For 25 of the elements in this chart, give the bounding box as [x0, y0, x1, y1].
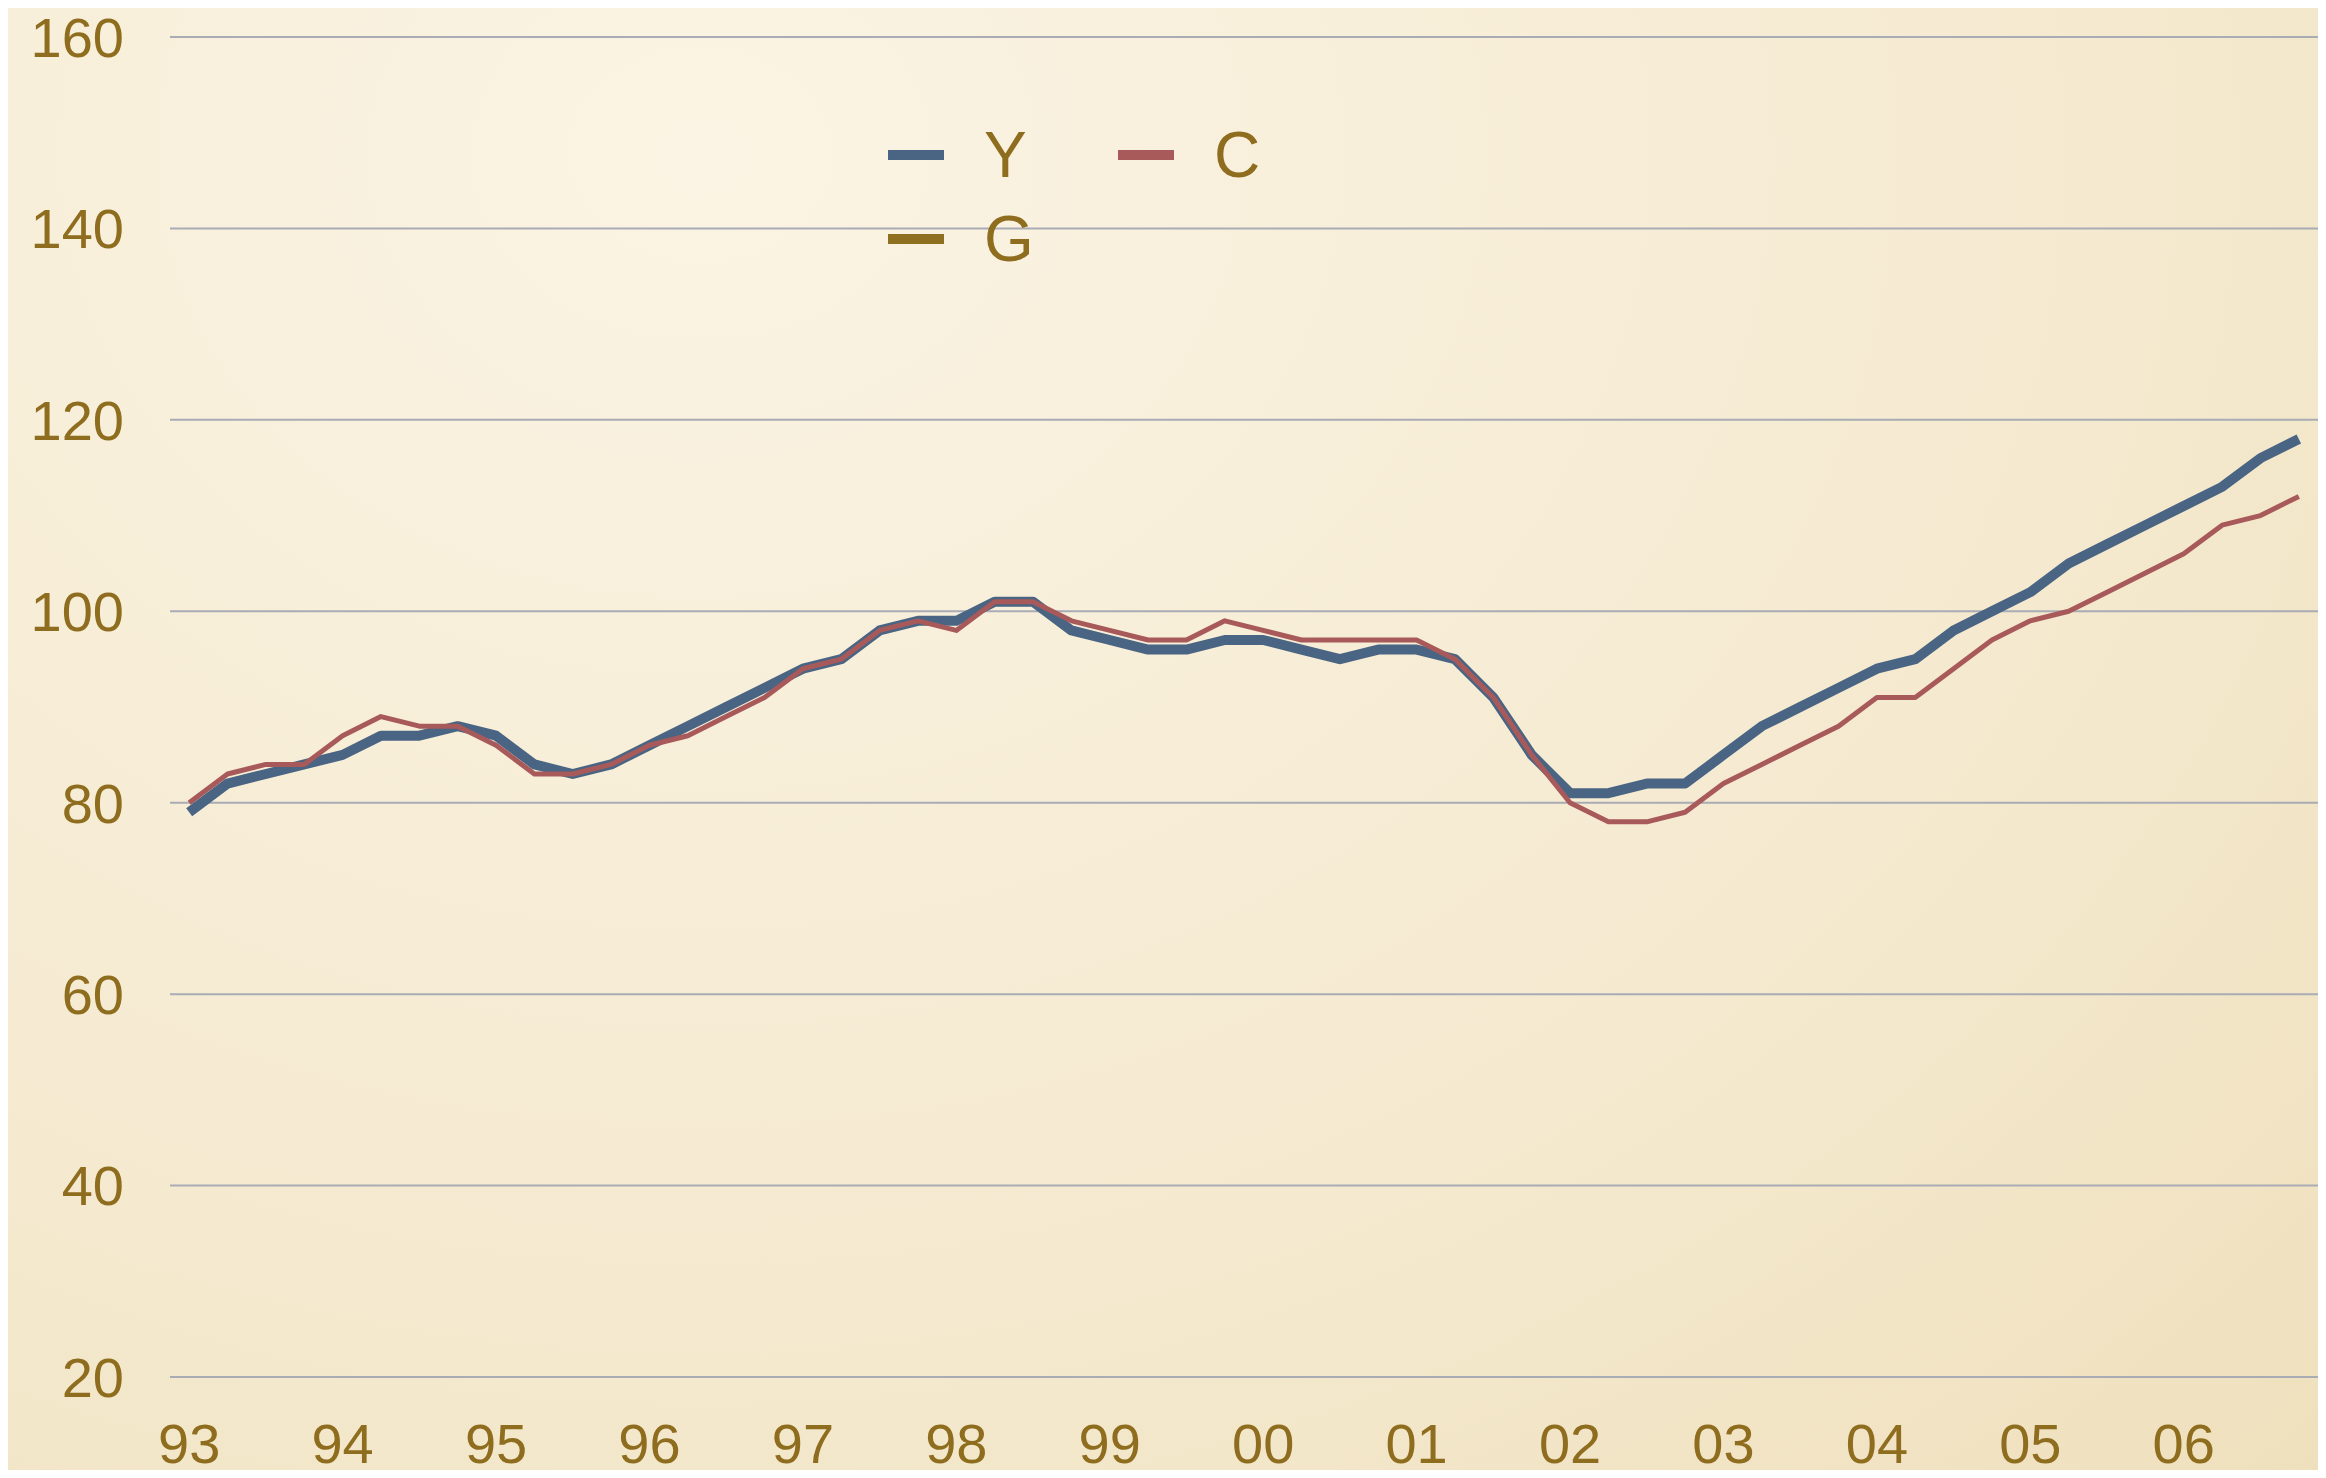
x-tick-label: 95	[464, 1411, 528, 1475]
x-tick-label: 02	[1538, 1411, 1602, 1475]
y-tick-label: 160	[30, 5, 124, 69]
y-tick-label: 100	[30, 580, 124, 644]
y-tick-label: 80	[61, 771, 124, 835]
x-tick-label: 05	[1999, 1411, 2062, 1475]
x-tick-label: 06	[2152, 1411, 2215, 1475]
y-tick-label: 60	[61, 963, 124, 1027]
x-tick-label: 04	[1845, 1411, 1909, 1475]
legend-label: G	[984, 202, 1034, 276]
legend-label: C	[1214, 118, 1261, 192]
x-tick-label: 93	[158, 1411, 221, 1475]
y-tick-label: 40	[61, 1154, 124, 1218]
x-tick-label: 01	[1385, 1411, 1448, 1475]
x-tick-label: 98	[925, 1411, 988, 1475]
x-tick-label: 97	[771, 1411, 835, 1475]
legend-label: Y	[984, 118, 1027, 192]
x-tick-label: 00	[1232, 1411, 1295, 1475]
y-tick-label: 140	[30, 197, 124, 261]
y-tick-label: 20	[61, 1345, 124, 1409]
x-tick-label: 99	[1078, 1411, 1141, 1475]
x-tick-label: 96	[618, 1411, 681, 1475]
y-tick-label: 120	[30, 388, 124, 452]
x-tick-label: 03	[1692, 1411, 1755, 1475]
x-tick-label: 94	[311, 1411, 374, 1475]
